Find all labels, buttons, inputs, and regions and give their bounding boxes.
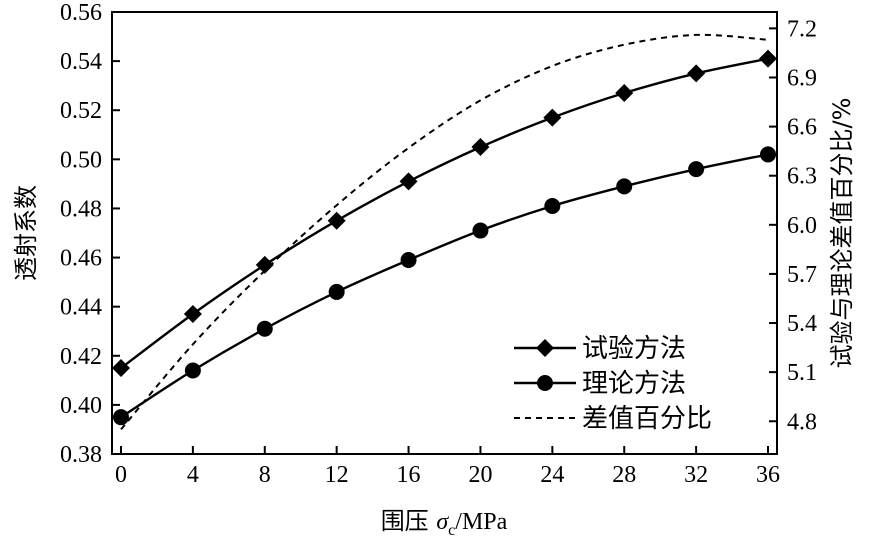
series-line-experiment <box>120 57 769 370</box>
legend: 试验方法 理论方法 差值百分比 <box>514 334 712 434</box>
data-point-theory <box>112 409 129 426</box>
right-y-tick-label: 5.4 <box>787 311 817 337</box>
data-point-theory <box>760 146 777 163</box>
right-y-tick-label: 6.0 <box>787 213 817 239</box>
right-y-tick-label: 5.1 <box>787 360 817 386</box>
data-point-theory <box>616 178 633 195</box>
left-y-tick-label: 0.54 <box>60 49 102 75</box>
x-tick-label: 24 <box>540 462 564 488</box>
x-axis-label-suffix: /MPa <box>455 509 507 535</box>
x-tick-label: 28 <box>612 462 636 488</box>
data-point-experiment <box>471 138 490 157</box>
x-tick-label: 0 <box>115 462 127 488</box>
data-point-experiment <box>111 359 130 378</box>
x-axis-label: 围压 σc/MPa <box>381 507 508 539</box>
x-axis-label-sub: c <box>448 522 455 539</box>
right-y-tick-label: 6.9 <box>787 65 817 91</box>
right-y-tick-label: 4.8 <box>787 409 817 435</box>
legend-label-experiment: 试验方法 <box>582 334 686 364</box>
data-point-theory <box>544 197 561 214</box>
data-point-experiment <box>687 64 706 83</box>
legend-marker-experiment <box>536 339 554 357</box>
x-axis: 0 4 8 12 16 20 24 28 32 36 <box>115 446 780 488</box>
plot-frame <box>111 11 778 455</box>
left-y-tick-label: 0.44 <box>60 295 102 321</box>
legend-label-difference: 差值百分比 <box>582 404 712 434</box>
left-y-tick-label: 0.52 <box>60 98 102 124</box>
left-y-tick-label: 0.50 <box>60 147 102 173</box>
data-point-theory <box>184 362 201 379</box>
data-point-experiment <box>183 305 202 324</box>
data-point-experiment <box>399 172 418 191</box>
left-y-tick-label: 0.42 <box>60 344 102 370</box>
x-tick-label: 36 <box>756 462 780 488</box>
x-tick-label: 32 <box>684 462 708 488</box>
left-y-tick-label: 0.46 <box>60 246 102 272</box>
x-tick-label: 12 <box>325 462 349 488</box>
x-tick-label: 16 <box>397 462 421 488</box>
right-y-tick-label: 5.7 <box>787 262 817 288</box>
data-point-experiment <box>759 49 778 68</box>
data-point-experiment <box>327 211 346 230</box>
series-line-theory <box>120 153 769 419</box>
right-y-tick-label: 6.6 <box>787 115 817 141</box>
data-point-experiment <box>615 84 634 103</box>
series-layer <box>111 33 778 431</box>
legend-label-theory: 理论方法 <box>582 369 686 399</box>
left-y-tick-label: 0.48 <box>60 196 102 222</box>
left-y-tick-label: 0.40 <box>60 393 102 419</box>
data-point-theory <box>256 320 273 337</box>
data-point-theory <box>688 161 705 178</box>
x-tick-label: 8 <box>259 462 271 488</box>
left-y-axis: 0.38 0.40 0.42 0.44 0.46 0.48 0.50 0.52 0.54 0.56 <box>60 0 120 468</box>
legend-marker-theory <box>537 375 553 391</box>
data-point-experiment <box>255 255 274 274</box>
x-tick-label: 20 <box>468 462 492 488</box>
x-axis-label-prefix: 围压 <box>381 507 437 535</box>
right-y-tick-label: 6.3 <box>787 164 817 190</box>
left-y-tick-label: 0.56 <box>60 0 102 26</box>
data-point-experiment <box>543 108 562 127</box>
right-y-axis: 4.8 5.1 5.4 5.7 6.0 6.3 6.6 6.9 7.2 <box>769 16 817 435</box>
right-y-tick-label: 7.2 <box>787 16 817 42</box>
x-axis-label-symbol: σ <box>436 509 449 535</box>
left-y-axis-label: 透射系数 <box>12 185 40 281</box>
data-point-theory <box>472 222 489 239</box>
left-y-tick-label: 0.38 <box>60 442 102 468</box>
data-point-theory <box>328 283 345 300</box>
x-tick-label: 4 <box>187 462 199 488</box>
right-y-axis-label: 试验与理论差值百分比/% <box>828 98 856 369</box>
data-point-theory <box>400 252 417 269</box>
series-line-difference <box>120 33 769 431</box>
